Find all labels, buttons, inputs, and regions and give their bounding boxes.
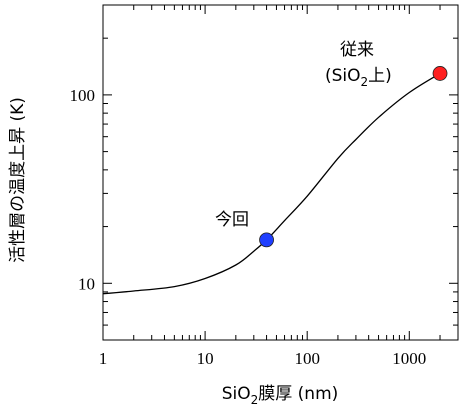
annotation-conventional-line2: (SiO2上) [325, 66, 392, 89]
annotation-conventional-sub: 2 [361, 75, 369, 89]
y-axis-ticks: 10 100 [70, 4, 458, 341]
x-axis-title-rest: 膜厚 (nm) [258, 384, 338, 404]
y-tick-label: 100 [70, 86, 96, 105]
y-axis-title: 活性層の温度上昇 (K) [8, 97, 28, 263]
annotation-conventional-line1: 従来 [340, 40, 374, 60]
annotation-conventional-pre: (SiO [325, 66, 361, 86]
plot-frame [102, 4, 459, 341]
x-tick-label: 100 [294, 349, 320, 368]
x-tick-label: 10 [197, 349, 214, 368]
x-axis-title-main: SiO [222, 384, 251, 404]
point-conventional [432, 66, 448, 81]
point-current [259, 232, 274, 248]
y-tick-label: 10 [78, 274, 95, 293]
x-axis-ticks: 1 10 100 1000 [99, 5, 459, 368]
x-axis-title-sub: 2 [251, 393, 259, 407]
x-tick-label: 1000 [392, 349, 426, 368]
x-tick-label: 1 [99, 349, 108, 368]
highlight-points [259, 66, 448, 248]
x-axis-title: SiO2膜厚 (nm) [222, 384, 339, 407]
annotation-conventional-post: 上) [368, 66, 392, 86]
series-line [102, 72, 441, 295]
annotation-current: 今回 [215, 210, 249, 230]
